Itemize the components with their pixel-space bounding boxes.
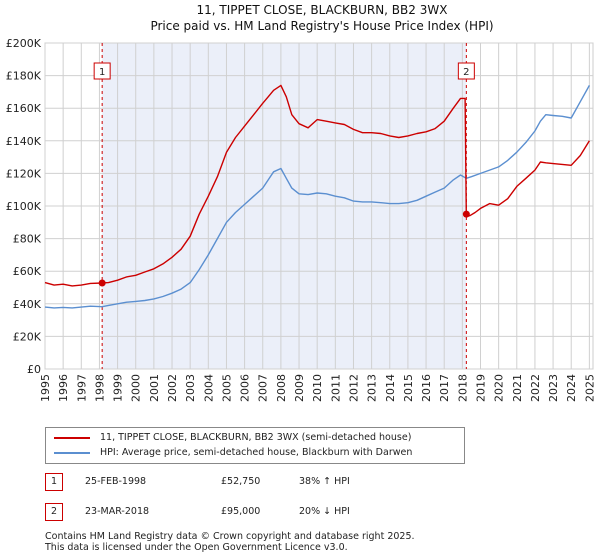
y-tick-label: £0 xyxy=(27,363,41,376)
chart-title: 11, TIPPET CLOSE, BLACKBURN, BB2 3WX xyxy=(197,3,448,17)
sale-label-box xyxy=(93,62,111,80)
x-tick-label: 2019 xyxy=(474,374,487,402)
x-tick-label: 2002 xyxy=(166,374,179,402)
x-tick-label: 1995 xyxy=(39,374,52,402)
y-tick-label: £40K xyxy=(13,298,42,311)
footer-line-1: Contains HM Land Registry data © Crown c… xyxy=(45,531,415,542)
x-tick-label: 2024 xyxy=(565,374,578,402)
y-tick-label: £140K xyxy=(6,135,42,148)
legend-swatch-property xyxy=(54,437,90,439)
x-tick-label: 2005 xyxy=(220,374,233,402)
transaction-number: 1 xyxy=(45,473,63,491)
y-tick-label: £200K xyxy=(6,37,42,50)
transaction-number: 2 xyxy=(45,503,63,521)
x-tick-label: 2020 xyxy=(493,374,506,402)
transaction-price: £52,750 xyxy=(221,476,261,487)
y-tick-label: £20K xyxy=(13,330,42,343)
legend-entry-hpi: HPI: Average price, semi-detached house,… xyxy=(54,446,454,460)
x-tick-label: 2023 xyxy=(547,374,560,402)
x-tick-label: 1996 xyxy=(57,374,70,402)
x-tick-label: 2013 xyxy=(366,374,379,402)
transaction-date: 23-MAR-2018 xyxy=(85,506,150,517)
legend-entry-property: 11, TIPPET CLOSE, BLACKBURN, BB2 3WX (se… xyxy=(54,431,454,445)
x-tick-label: 1997 xyxy=(75,374,88,402)
x-tick-label: 2001 xyxy=(148,374,161,402)
legend-label-property: 11, TIPPET CLOSE, BLACKBURN, BB2 3WX (se… xyxy=(100,432,412,443)
footer-line-2: This data is licensed under the Open Gov… xyxy=(45,542,348,553)
transaction-row: 1 25-FEB-1998 £52,750 38% ↑ HPI xyxy=(45,473,445,491)
transaction-hpi-diff: 20% ↓ HPI xyxy=(299,506,350,517)
y-tick-label: £80K xyxy=(13,233,42,246)
sale-label-box xyxy=(457,62,475,80)
sale-point xyxy=(462,210,470,218)
x-tick-label: 2009 xyxy=(293,374,306,402)
transaction-row: 2 23-MAR-2018 £95,000 20% ↓ HPI xyxy=(45,503,445,521)
x-tick-label: 2018 xyxy=(456,374,469,402)
legend: 11, TIPPET CLOSE, BLACKBURN, BB2 3WX (se… xyxy=(45,427,465,464)
x-tick-label: 2008 xyxy=(275,374,288,402)
x-tick-label: 2010 xyxy=(311,374,324,402)
y-tick-label: £60K xyxy=(13,265,42,278)
y-tick-label: £120K xyxy=(6,167,42,180)
x-tick-label: 2016 xyxy=(420,374,433,402)
chart-subtitle: Price paid vs. HM Land Registry's House … xyxy=(150,19,493,33)
sale-label: 2 xyxy=(463,67,469,78)
legend-label-hpi: HPI: Average price, semi-detached house,… xyxy=(100,447,413,458)
x-tick-label: 1998 xyxy=(93,374,106,402)
x-tick-label: 2003 xyxy=(184,374,197,402)
y-tick-label: £160K xyxy=(6,102,42,115)
x-tick-label: 2007 xyxy=(257,374,270,402)
x-tick-label: 2022 xyxy=(529,374,542,402)
sale-label: 1 xyxy=(99,67,105,78)
x-tick-label: 2025 xyxy=(583,374,596,402)
y-tick-label: £180K xyxy=(6,70,42,83)
hpi-series-line xyxy=(44,85,591,309)
footer: Contains HM Land Registry data © Crown c… xyxy=(45,531,415,553)
chart: 11, TIPPET CLOSE, BLACKBURN, BB2 3WX Pri… xyxy=(6,3,597,402)
x-tick-label: 2004 xyxy=(202,374,215,402)
x-tick-label: 2015 xyxy=(402,374,415,402)
property-series-line xyxy=(44,84,590,287)
x-tick-label: 2021 xyxy=(511,374,524,402)
transaction-hpi-diff: 38% ↑ HPI xyxy=(299,476,350,487)
legend-swatch-hpi xyxy=(54,452,90,454)
transaction-price: £95,000 xyxy=(221,506,261,517)
x-tick-label: 2014 xyxy=(384,374,397,402)
transaction-date: 25-FEB-1998 xyxy=(85,476,147,487)
y-tick-label: £100K xyxy=(6,200,42,213)
x-tick-label: 2017 xyxy=(438,374,451,402)
x-tick-label: 1999 xyxy=(112,374,125,402)
x-tick-label: 2000 xyxy=(130,374,143,402)
x-tick-label: 2011 xyxy=(329,374,342,402)
x-tick-label: 2012 xyxy=(347,374,360,402)
x-tick-label: 2006 xyxy=(239,374,252,402)
sale-point xyxy=(98,279,106,287)
